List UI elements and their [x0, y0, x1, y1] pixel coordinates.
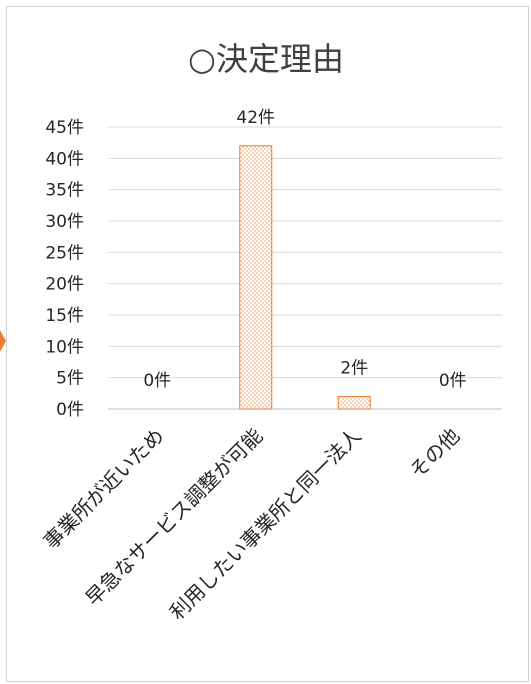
bars: [239, 145, 371, 410]
y-axis-ticks: 0件 5件 10件 15件 20件 25件 30件 35件 40件 45件: [45, 118, 84, 420]
y-tick-label: 10件: [45, 337, 84, 357]
selection-handle[interactable]: [0, 330, 6, 352]
data-label: 42件: [236, 108, 275, 128]
bar[interactable]: [239, 145, 273, 410]
y-tick-label: 40件: [45, 149, 84, 169]
chart-title: ○決定理由: [188, 40, 344, 78]
y-tick-label: 30件: [45, 212, 84, 232]
y-tick-label: 45件: [45, 118, 84, 138]
bar[interactable]: [337, 395, 371, 410]
y-tick-label: 15件: [45, 306, 84, 326]
y-tick-label: 35件: [45, 181, 84, 201]
x-tick-label: 早急なサービス調整が可能: [81, 424, 268, 611]
y-tick-label: 5件: [56, 369, 84, 389]
x-tick-label: 利用したい事業所と同一法人: [165, 424, 366, 625]
y-tick-label: 25件: [45, 243, 84, 263]
gridlines: [108, 126, 502, 410]
data-label: 2件: [340, 358, 368, 378]
data-label: 0件: [439, 371, 467, 391]
data-label: 0件: [143, 371, 171, 391]
x-tick-label: その他: [405, 424, 464, 483]
data-labels: 0件 42件 2件 0件: [143, 108, 466, 391]
y-tick-label: 0件: [56, 400, 84, 420]
y-tick-label: 20件: [45, 275, 84, 295]
